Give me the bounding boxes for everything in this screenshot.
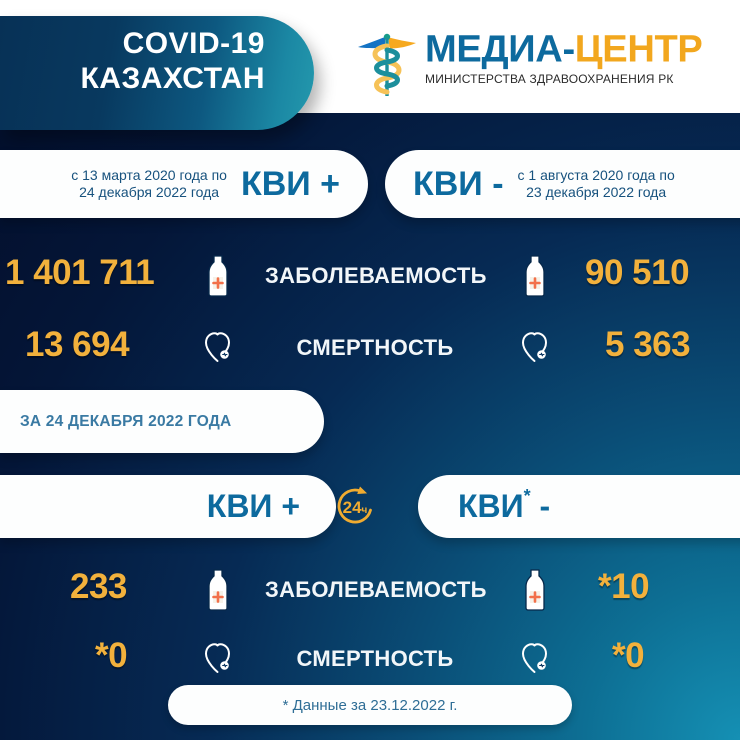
svg-text:24ч: 24ч xyxy=(343,498,368,517)
